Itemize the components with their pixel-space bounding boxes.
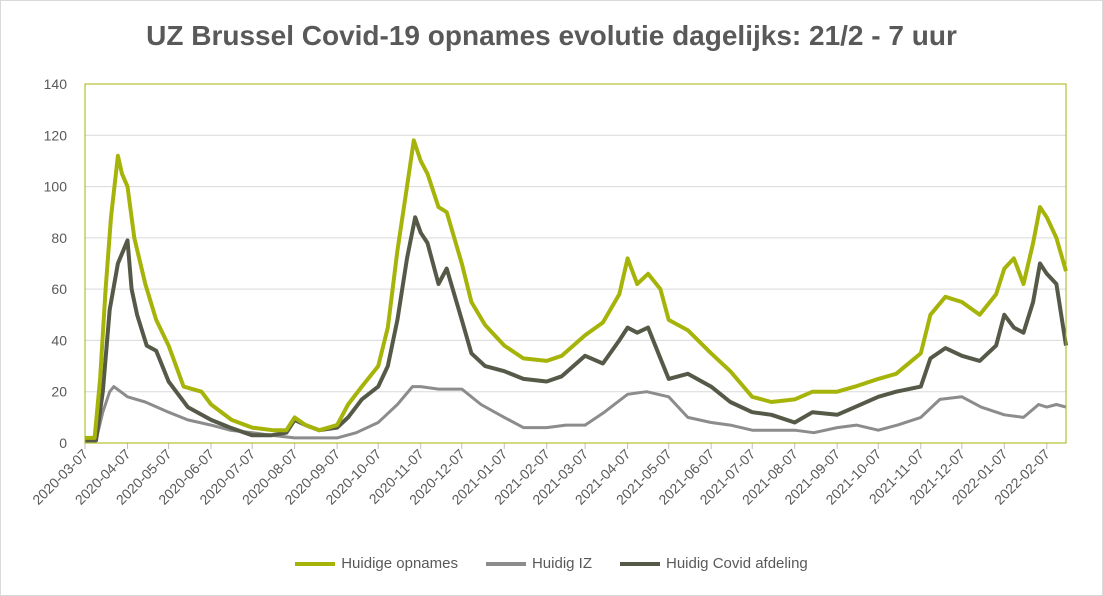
legend-swatch	[295, 561, 336, 566]
x-tick-labels: 2020-03-072020-04-072020-05-072020-06-07…	[29, 443, 1053, 508]
y-tick-label: 120	[44, 127, 68, 143]
legend-swatch	[485, 561, 526, 566]
y-tick-label: 60	[51, 281, 67, 297]
plot-border	[84, 83, 1067, 444]
y-tick-label: 0	[59, 435, 67, 451]
legend-swatch	[620, 561, 660, 566]
legend-item-huidige-opnames: Huidige opnames	[295, 555, 458, 572]
series-line-0	[85, 138, 1068, 440]
legend: Huidige opnames Huidig IZ Huidig Covid a…	[0, 555, 1103, 572]
y-tick-labels: 0 20 40 60 80 100 120 140	[44, 76, 68, 451]
y-tick-label: 80	[51, 230, 67, 246]
legend-label: Huidig IZ	[531, 555, 592, 572]
chart-title: UZ Brussel Covid-19 opnames evolutie dag…	[146, 20, 957, 51]
y-tick-label: 100	[44, 179, 68, 195]
legend-label: Huidige opnames	[341, 555, 458, 572]
series-line-2	[85, 215, 1068, 443]
y-tick-label: 40	[51, 332, 67, 348]
y-tick-label: 20	[51, 384, 67, 400]
y-tick-label: 140	[44, 76, 68, 92]
legend-item-huidig-covid-afdeling: Huidig Covid afdeling	[620, 555, 808, 572]
legend-item-huidig-iz: Huidig IZ	[485, 555, 592, 572]
series-line-1	[85, 385, 1067, 442]
series-lines	[85, 138, 1068, 443]
legend-label: Huidig Covid afdeling	[666, 555, 808, 572]
